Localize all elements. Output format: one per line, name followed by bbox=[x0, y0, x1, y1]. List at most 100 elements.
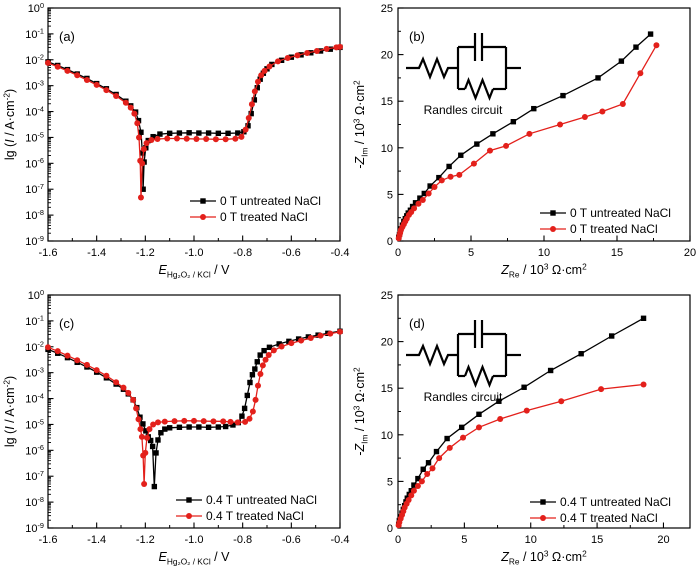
data-point-square bbox=[417, 195, 423, 201]
data-point-circle bbox=[150, 421, 157, 428]
data-point-square bbox=[145, 137, 151, 144]
data-point-square bbox=[158, 430, 164, 436]
data-point-circle bbox=[181, 417, 188, 424]
data-point-circle bbox=[337, 43, 343, 50]
data-point-circle bbox=[54, 348, 61, 355]
data-point-square bbox=[560, 92, 566, 99]
data-point-circle bbox=[550, 226, 556, 232]
data-point-circle bbox=[83, 76, 90, 83]
y-axis-ticks: 100 10-1 10-2 10-3 10-4 10-5 10-6 10-7 10-8 10-9 bbox=[25, 1, 54, 248]
data-point-circle bbox=[144, 434, 151, 441]
x-axis-label: EHg₂O₂ / KCl / V bbox=[159, 263, 231, 279]
data-point-circle bbox=[254, 382, 261, 389]
y-tick-label: 5 bbox=[387, 476, 393, 488]
data-point-square bbox=[248, 110, 254, 117]
y-axis-label: -ZIm / 103 Ω·cm2 bbox=[351, 367, 369, 456]
y-tick-label: 10 bbox=[381, 430, 393, 442]
data-point-square bbox=[162, 426, 168, 432]
data-point-circle bbox=[298, 337, 305, 344]
data-point-circle bbox=[258, 72, 265, 79]
x-tick-label: -0.4 bbox=[331, 247, 350, 259]
legend: 0.4 T untreated NaCl 0.4 T treated NaCl bbox=[530, 495, 671, 525]
data-point-circle bbox=[136, 134, 143, 141]
data-point-circle bbox=[220, 418, 227, 425]
data-point-circle bbox=[414, 483, 421, 490]
x-tick-label: -1.6 bbox=[39, 534, 58, 546]
data-point-circle bbox=[54, 63, 61, 70]
series-markers-1 bbox=[395, 42, 660, 242]
x-tick-label: 20 bbox=[684, 247, 696, 259]
data-point-square bbox=[230, 422, 236, 428]
data-point-square bbox=[186, 424, 192, 430]
plot-frame bbox=[397, 294, 691, 529]
data-point-square bbox=[196, 424, 202, 430]
data-point-circle bbox=[193, 135, 200, 142]
data-point-circle bbox=[261, 67, 268, 74]
data-point-square bbox=[476, 411, 482, 417]
data-point-square bbox=[151, 483, 158, 490]
data-point-circle bbox=[242, 126, 249, 133]
randles-circuit-label: Randles circuit bbox=[424, 103, 503, 117]
x-tick-label: -0.4 bbox=[331, 534, 350, 546]
data-point-circle bbox=[140, 146, 147, 153]
legend-label: 0.4 T untreated NaCl bbox=[206, 493, 317, 507]
data-point-square bbox=[436, 174, 442, 181]
y-tick-label: 10-1 bbox=[25, 27, 44, 41]
x-tick-label: -0.6 bbox=[282, 534, 301, 546]
data-point-circle bbox=[408, 492, 415, 499]
data-point-square bbox=[420, 466, 426, 472]
y-tick-label: 10 bbox=[381, 143, 393, 155]
legend-label: 0.4 T untreated NaCl bbox=[560, 495, 671, 509]
x-axis-label: ZRe / 103 Ω·cm2 bbox=[500, 548, 587, 566]
data-point-square bbox=[578, 351, 584, 357]
x-tick-label: -0.6 bbox=[282, 247, 301, 259]
data-point-square bbox=[411, 482, 417, 488]
data-point-square bbox=[254, 85, 260, 91]
data-point-circle bbox=[242, 418, 249, 425]
data-point-circle bbox=[127, 104, 134, 111]
data-point-circle bbox=[113, 93, 120, 100]
data-point-square bbox=[444, 435, 450, 442]
y-axis-label: lg (I / A·cm-2) bbox=[1, 89, 17, 160]
data-point-square bbox=[490, 131, 496, 137]
data-point-square bbox=[247, 379, 253, 386]
data-point-circle bbox=[227, 418, 234, 425]
data-point-circle bbox=[438, 177, 445, 184]
data-point-circle bbox=[503, 142, 510, 149]
y-tick-label: 5 bbox=[387, 189, 393, 201]
data-point-circle bbox=[327, 330, 334, 337]
data-point-circle bbox=[410, 487, 417, 494]
data-point-circle bbox=[212, 136, 219, 143]
data-point-square bbox=[138, 129, 144, 135]
data-point-circle bbox=[64, 352, 71, 359]
y-tick-label: 10-8 bbox=[25, 495, 44, 509]
x-tick-label: 5 bbox=[461, 534, 467, 546]
data-point-circle bbox=[245, 115, 252, 122]
x-tick-label: 15 bbox=[611, 247, 623, 259]
data-point-square bbox=[139, 150, 146, 156]
data-point-circle bbox=[139, 160, 146, 167]
data-point-circle bbox=[557, 121, 564, 128]
x-tick-label: 0 bbox=[395, 534, 401, 546]
data-point-square bbox=[608, 333, 615, 339]
data-point-circle bbox=[83, 361, 90, 368]
y-axis-ticks: 0 5 10 15 20 25 bbox=[381, 3, 404, 248]
data-point-square bbox=[200, 198, 206, 204]
data-point-square bbox=[235, 130, 241, 136]
data-point-circle bbox=[249, 408, 256, 415]
data-point-circle bbox=[266, 63, 273, 70]
data-point-circle bbox=[294, 52, 301, 59]
data-point-circle bbox=[470, 160, 477, 167]
data-point-circle bbox=[419, 196, 426, 203]
circuit-wire bbox=[463, 76, 495, 102]
y-tick-label: 10-7 bbox=[25, 182, 44, 196]
data-point-circle bbox=[125, 389, 132, 396]
x-tick-label: -0.8 bbox=[233, 247, 252, 259]
data-point-square bbox=[458, 152, 464, 158]
x-tick-label: 10 bbox=[525, 534, 537, 546]
data-point-circle bbox=[222, 136, 229, 143]
data-point-circle bbox=[186, 513, 192, 519]
y-tick-label: 10-3 bbox=[25, 78, 44, 92]
legend-label: 0.4 T treated NaCl bbox=[560, 511, 658, 525]
circuit-wire bbox=[406, 342, 458, 368]
